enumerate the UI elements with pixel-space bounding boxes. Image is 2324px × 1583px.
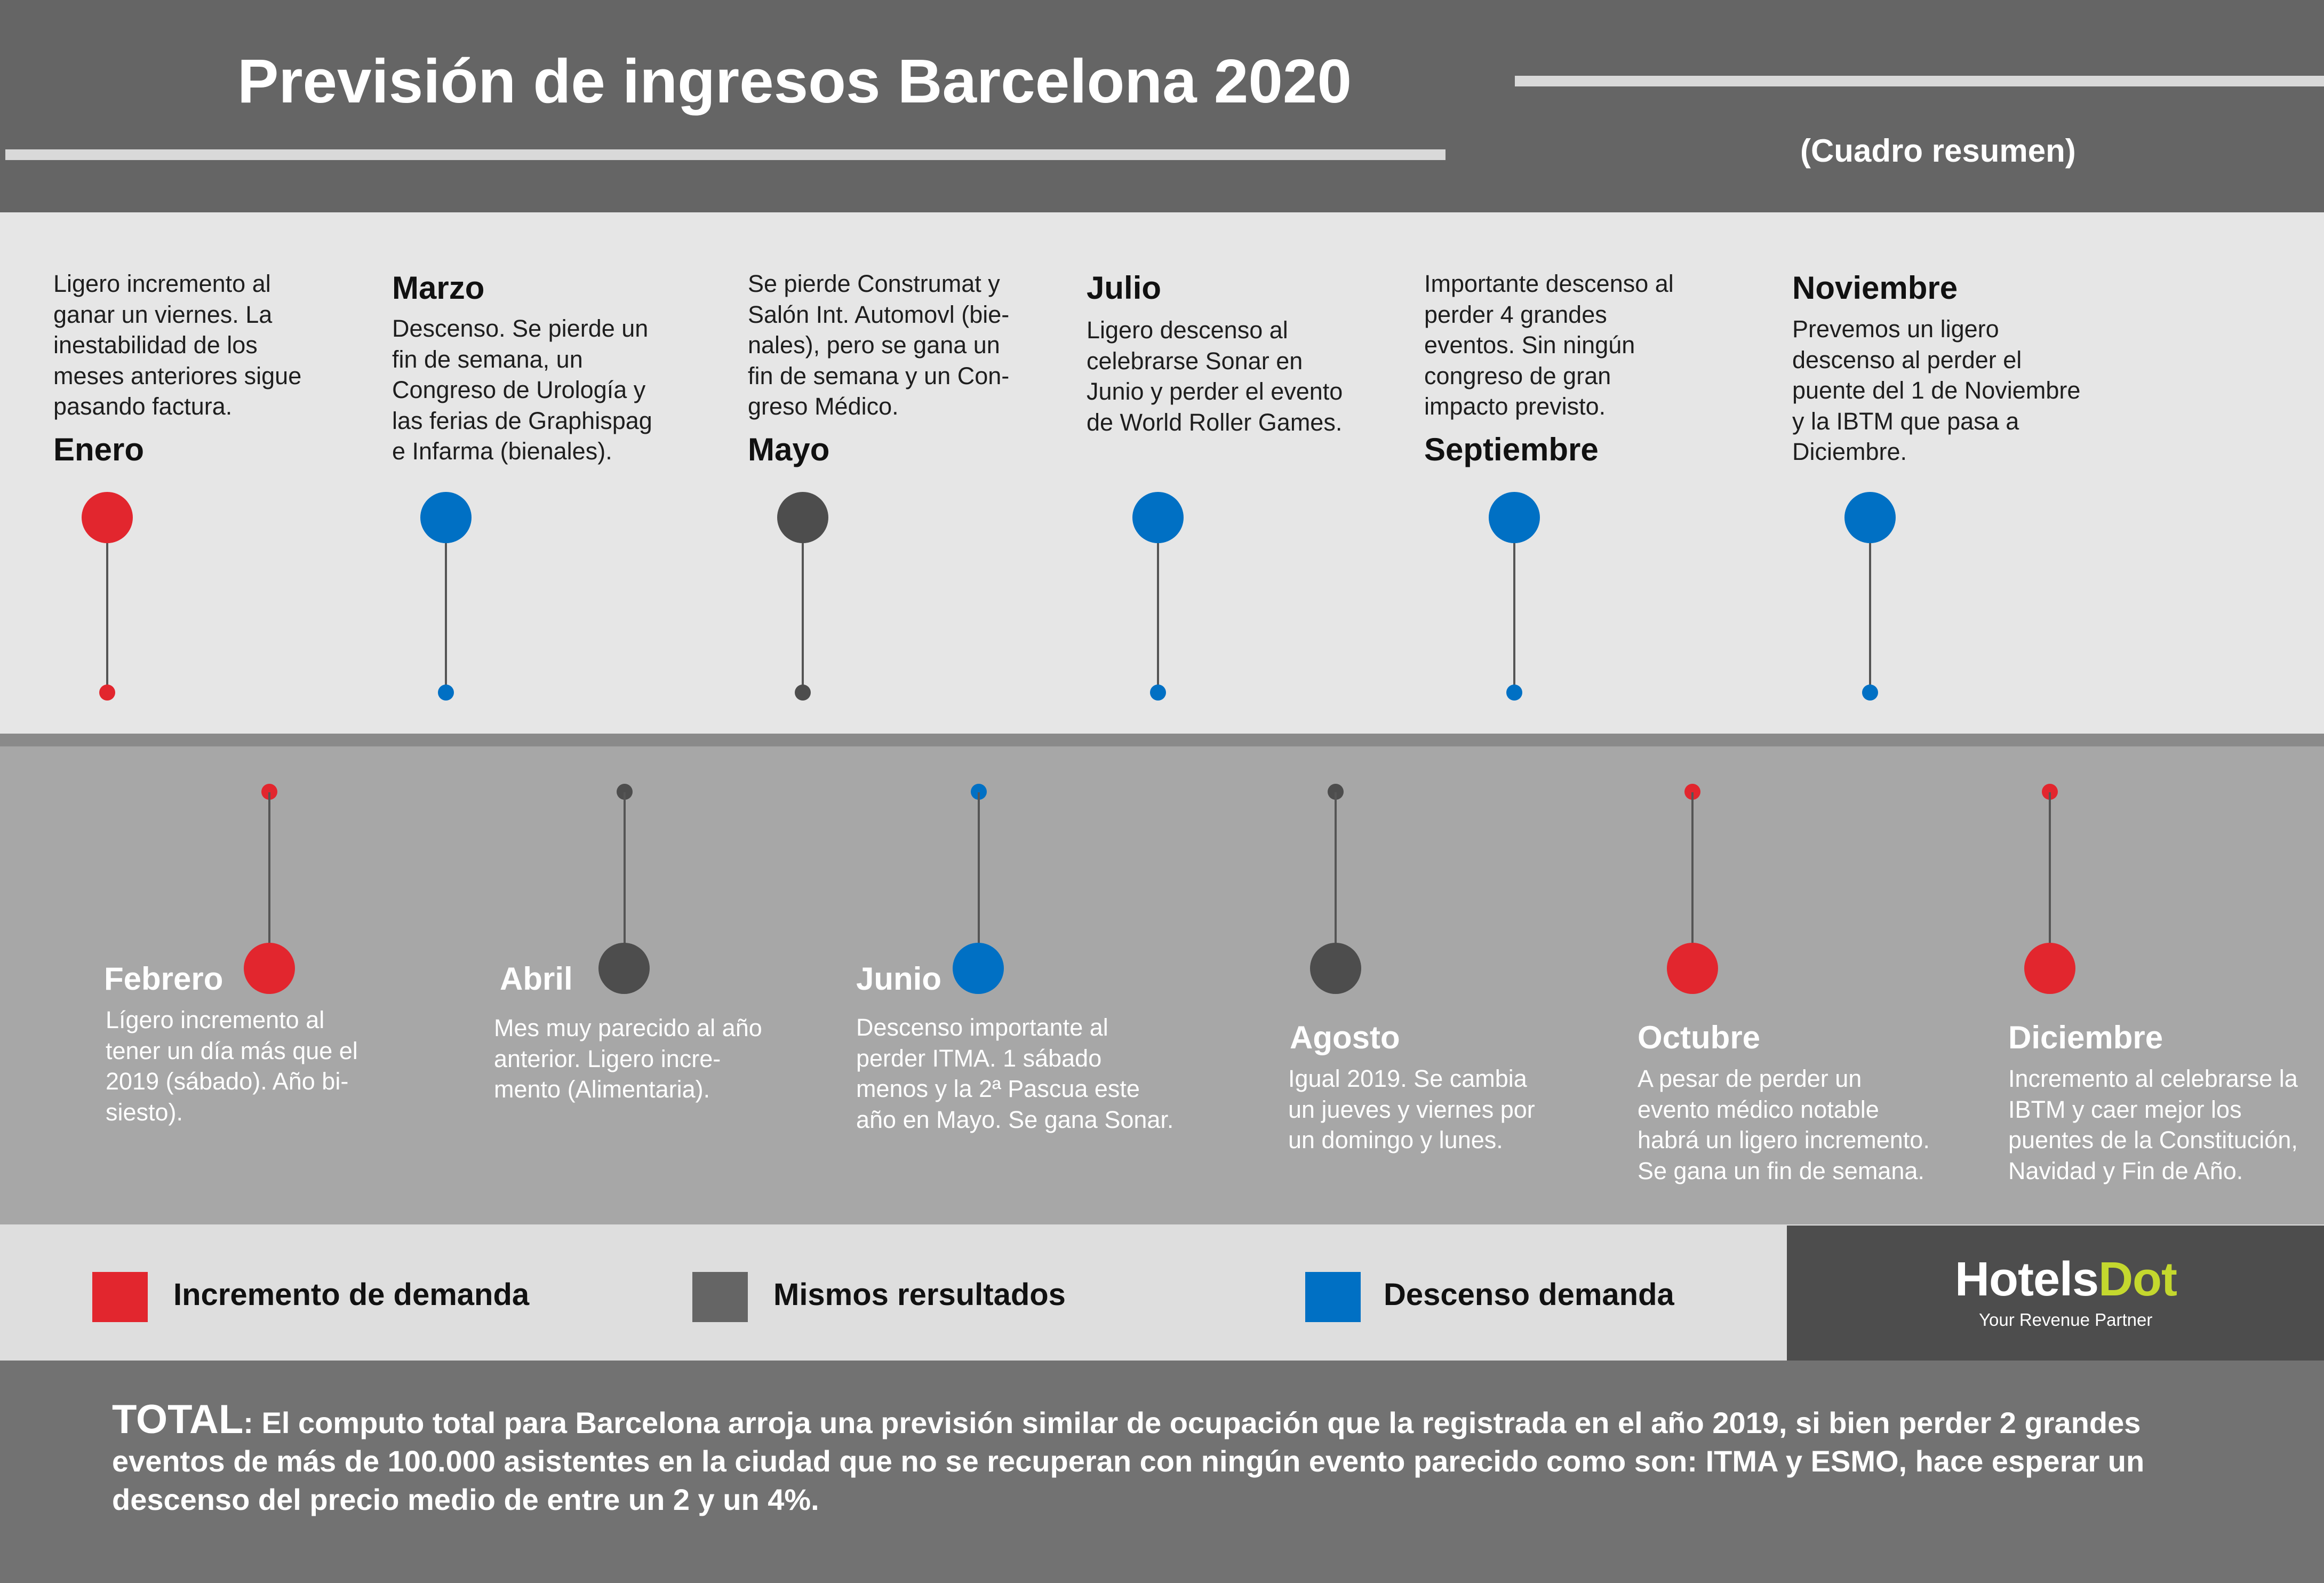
timeline-bottom-panel [0, 746, 2324, 1224]
title-underline [5, 149, 1445, 160]
month-description: Ligero descenso al celebrarse Sonar en J… [1087, 316, 1343, 436]
brand-logo: HotelsDot [1955, 1253, 2177, 1306]
subtitle-rule [1515, 76, 2324, 86]
timeline-divider [0, 734, 2324, 746]
timeline-stem [802, 518, 804, 694]
timeline-stem [978, 792, 980, 968]
status-dot-small [1862, 685, 1878, 701]
legend-label: Mismos rersultados [773, 1277, 1066, 1312]
timeline-top-panel [0, 212, 2324, 734]
legend-swatch [1305, 1272, 1361, 1322]
timeline-stem [1691, 792, 1694, 968]
status-dot [953, 943, 1004, 994]
month-name: Diciembre [2008, 1020, 2163, 1055]
timeline-stem [1157, 518, 1159, 694]
status-dot-small [1150, 685, 1166, 701]
status-dot [1489, 492, 1540, 543]
month-description: Lígero incremento al tener un día más qu… [106, 1006, 358, 1126]
month-name: Marzo [392, 270, 485, 306]
timeline-stem [268, 792, 270, 968]
status-dot-small [1506, 685, 1522, 701]
month-description: A pesar de perder un evento médico notab… [1638, 1065, 1930, 1184]
timeline-stem [106, 518, 108, 694]
month-description: Incremento al celebrarse la IBTM y caer … [2008, 1065, 2298, 1184]
page-subtitle: (Cuadro resumen) [1800, 133, 2076, 169]
legend-label: Incremento de demanda [173, 1277, 530, 1312]
total-text: : El computo total para Barcelona arroja… [112, 1406, 2145, 1516]
month-name: Agosto [1290, 1020, 1400, 1055]
month-description: Descenso. Se pierde un fin de semana, un… [392, 315, 652, 465]
month-name: Julio [1087, 270, 1162, 306]
timeline-stem [1513, 518, 1515, 694]
status-dot [420, 492, 472, 543]
month-name: Mayo [748, 432, 830, 467]
month-description: Igual 2019. Se cambia un jueves y vierne… [1288, 1065, 1535, 1154]
month-name: Abril [500, 961, 573, 997]
month-name: Noviembre [1792, 270, 1958, 306]
month-name: Febrero [104, 961, 223, 997]
month-description: Descenso importante al perder ITMA. 1 sá… [856, 1014, 1174, 1133]
brand-tagline: Your Revenue Partner [1979, 1310, 2153, 1330]
timeline-stem [445, 518, 447, 694]
month-description: Prevemos un ligero descenso al perder el… [1792, 315, 2081, 465]
legend-swatch [692, 1272, 748, 1322]
total-label: TOTAL [112, 1397, 244, 1442]
status-dot [1310, 943, 1361, 994]
status-dot [244, 943, 295, 994]
status-dot [777, 492, 828, 543]
month-description: Ligero incremento al ganar un viernes. L… [53, 270, 302, 420]
header-band: Previsión de ingresos Barcelona 2020 (Cu… [0, 0, 2324, 212]
status-dot [598, 943, 650, 994]
total-section [0, 1361, 2324, 1583]
status-dot [1844, 492, 1896, 543]
logo-box: HotelsDot Your Revenue Partner [1787, 1226, 2324, 1361]
month-name: Enero [53, 432, 145, 467]
timeline-stem [2049, 792, 2051, 968]
legend-swatch [92, 1272, 148, 1322]
legend-label: Descenso demanda [1384, 1277, 1674, 1312]
timeline-stem [624, 792, 626, 968]
status-dot [1132, 492, 1184, 543]
status-dot-small [99, 685, 115, 701]
status-dot [1667, 943, 1718, 994]
total-summary: TOTAL: El computo total para Barcelona a… [112, 1399, 2246, 1519]
page-title: Previsión de ingresos Barcelona 2020 [237, 46, 1352, 116]
status-dot-small [795, 685, 811, 701]
month-description: Importante descenso al perder 4 grandes … [1424, 270, 1674, 420]
timeline-stem [1335, 792, 1337, 968]
status-dot-small [438, 685, 454, 701]
status-dot [82, 492, 133, 543]
month-description: Mes muy parecido al año anterior. Ligero… [494, 1014, 762, 1103]
status-dot [2024, 943, 2075, 994]
timeline-stem [1869, 518, 1871, 694]
month-description: Se pierde Construmat y Salón Int. Automo… [748, 270, 1010, 420]
month-name: Junio [856, 961, 941, 997]
month-name: Octubre [1638, 1020, 1761, 1055]
month-name: Septiembre [1424, 432, 1599, 467]
